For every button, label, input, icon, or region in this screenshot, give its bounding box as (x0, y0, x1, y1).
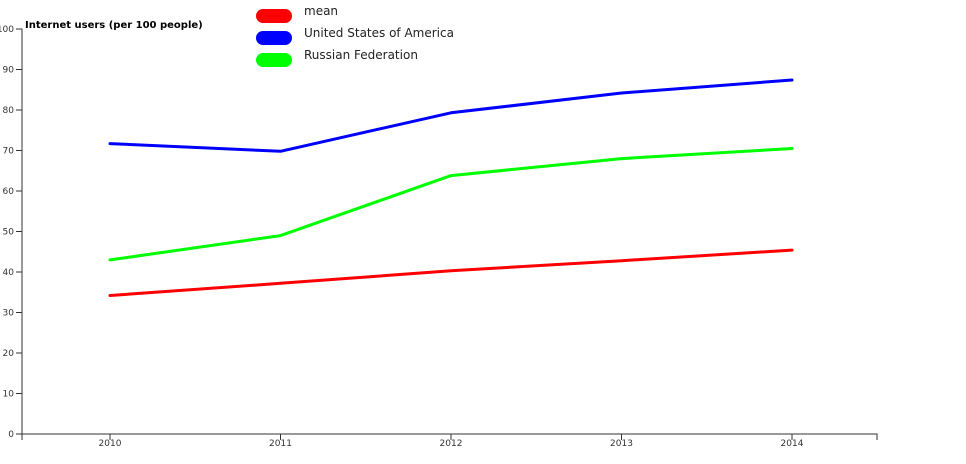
y-axis-title: Internet users (per 100 people) (25, 20, 203, 31)
axes: 0102030405060708090100 20102011201220132… (0, 25, 878, 449)
legend-swatch (256, 9, 292, 23)
series-lines (108, 78, 794, 297)
y-tick-label: 60 (3, 187, 15, 197)
y-tick-label: 70 (3, 147, 15, 157)
y-tick-label: 0 (8, 430, 14, 440)
series-line-mean[interactable] (108, 248, 794, 297)
y-tick-label: 50 (3, 228, 15, 238)
legend-label: Russian Federation (304, 48, 418, 62)
x-tick-label: 2010 (99, 439, 122, 449)
x-tick-label: 2012 (440, 439, 463, 449)
y-tick-label: 100 (0, 25, 14, 35)
legend-item[interactable]: Russian Federation (256, 48, 418, 67)
y-tick-label: 90 (3, 66, 15, 76)
y-axis-ticks: 0 10 20 30 40 50 60 70 80 90 100 (0, 25, 22, 440)
x-tick-label: 2013 (610, 439, 633, 449)
x-axis-ticks: 2010 2011 2012 2013 2014 (99, 434, 804, 449)
y-tick-label: 10 (3, 390, 15, 400)
y-tick-label: 80 (3, 106, 15, 116)
y-tick-label: 40 (3, 268, 15, 278)
legend-swatch (256, 31, 292, 45)
x-tick-label: 2011 (269, 439, 292, 449)
x-tick-label: 2014 (781, 439, 804, 449)
series-line-russian-federation[interactable] (108, 147, 794, 262)
legend-label: United States of America (304, 26, 454, 40)
legend-label: mean (304, 4, 338, 18)
x-axis-line (21, 433, 878, 440)
legend-swatch (256, 53, 292, 67)
y-tick-label: 30 (3, 309, 15, 319)
series-line-united-states-of-america[interactable] (108, 78, 794, 153)
legend: mean United States of America Russian Fede… (256, 4, 454, 67)
legend-item[interactable]: United States of America (256, 26, 454, 45)
legend-item[interactable]: mean (256, 4, 338, 23)
y-tick-label: 20 (3, 349, 15, 359)
